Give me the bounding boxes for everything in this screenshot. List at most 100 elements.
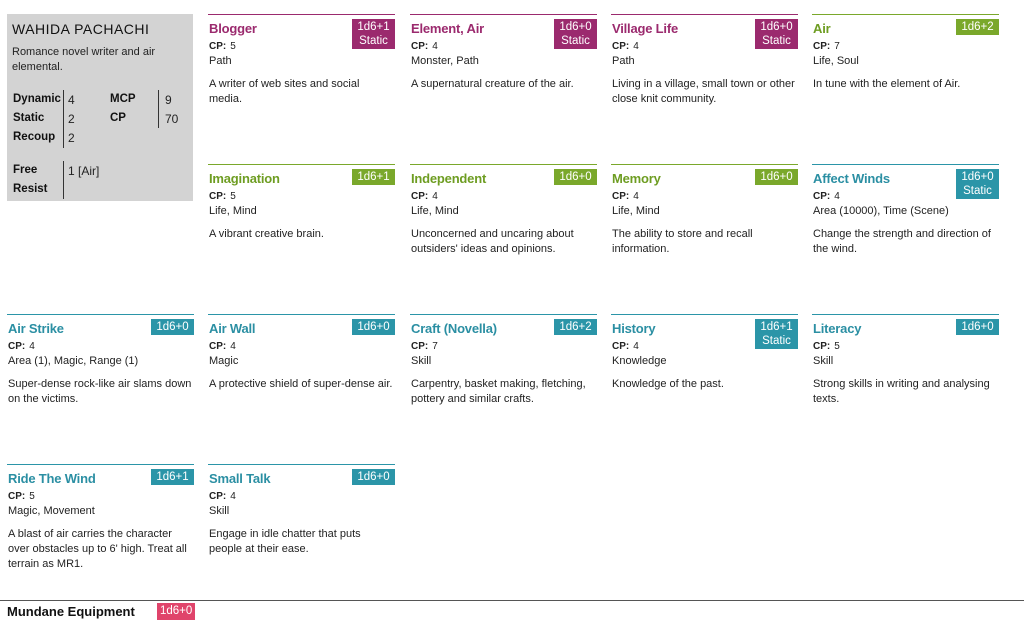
dice-badge: 1d6+0	[151, 319, 194, 335]
cp-line: CP: 5	[209, 191, 236, 202]
cp-label: CP:	[8, 341, 26, 352]
ability-title: History	[612, 321, 656, 336]
dice-value: 1d6+0	[559, 21, 592, 33]
ability-card: Ride The Wind 1d6+1 CP: 5 Magic, Movement A b…	[7, 464, 194, 600]
card-rule	[208, 314, 395, 315]
ability-tags: Path	[612, 55, 635, 67]
ability-card: Affect Winds 1d6+0 Static CP: 4 Area (10000),…	[812, 164, 999, 300]
dice-badge: 1d6+0	[755, 169, 798, 185]
cp-value: 4	[633, 341, 639, 352]
ability-title: Imagination	[209, 171, 280, 186]
dice-value: 1d6+0	[156, 321, 189, 333]
dice-value: 1d6+1	[760, 321, 793, 333]
ability-title: Ride The Wind	[8, 471, 96, 486]
ability-tags: Life, Mind	[209, 205, 257, 217]
ability-description: A protective shield of super-dense air.	[209, 378, 393, 390]
ability-card: Air Wall 1d6+0 CP: 4 Magic A protective shiel…	[208, 314, 395, 450]
ability-tags: Monster, Path	[411, 55, 479, 67]
card-rule	[812, 164, 999, 165]
ability-card: Memory 1d6+0 CP: 4 Life, Mind The ability to …	[611, 164, 798, 300]
cp-label: CP:	[813, 341, 831, 352]
section-divider	[0, 600, 1024, 601]
ability-tags: Path	[209, 55, 232, 67]
ability-tags: Magic	[209, 355, 239, 367]
cp-value: 4	[633, 41, 639, 52]
dice-value: 1d6+1	[156, 471, 189, 483]
cp-label: CP:	[411, 41, 429, 52]
cp-value: 4	[29, 341, 35, 352]
ability-tags: Skill	[813, 355, 834, 367]
dice-badge: 1d6+1 Static	[755, 319, 798, 349]
cp-value: 5	[834, 341, 840, 352]
dice-badge: 1d6+1	[352, 169, 395, 185]
ability-card: Small Talk 1d6+0 CP: 4 Skill Engage in idle c…	[208, 464, 395, 600]
cp-line: CP: 4	[411, 191, 438, 202]
cp-label: CP:	[209, 491, 227, 502]
ability-tags: Magic, Movement	[8, 505, 95, 517]
mcp-label: MCP	[110, 93, 136, 105]
cp-value: 4	[432, 191, 438, 202]
ability-card: Independent 1d6+0 CP: 4 Life, Mind Unconcerne…	[410, 164, 597, 300]
cp-line: CP: 5	[209, 41, 236, 52]
cp-label: CP:	[8, 491, 26, 502]
character-name: WAHIDA PACHACHI	[12, 21, 150, 37]
cp-label: CP:	[411, 341, 429, 352]
card-rule	[208, 464, 395, 465]
ability-card: Air 1d6+2 CP: 7 Life, Soul In tune with the e…	[812, 14, 999, 150]
cp-value: 5	[230, 41, 236, 52]
ability-tags: Knowledge	[612, 355, 667, 367]
cp-line: CP: 4	[8, 341, 35, 352]
ability-card: Imagination 1d6+1 CP: 5 Life, Mind A vibrant …	[208, 164, 395, 300]
card-rule	[410, 164, 597, 165]
dice-value: 1d6+0	[559, 171, 592, 183]
ability-title: Blogger	[209, 21, 257, 36]
ability-description: A supernatural creature of the air.	[411, 78, 574, 90]
stats-divider	[63, 90, 64, 148]
card-rule	[208, 14, 395, 15]
cp-label: CP:	[209, 41, 227, 52]
cp-line: CP: 4	[209, 341, 236, 352]
ability-card: History 1d6+1 Static CP: 4 Knowledge Knowledge…	[611, 314, 798, 450]
dice-value: 1d6+0	[961, 321, 994, 333]
ability-tags: Life, Soul	[813, 55, 859, 67]
ability-title: Element, Air	[411, 21, 484, 36]
dice-badge: 1d6+1	[151, 469, 194, 485]
stats-divider	[63, 161, 64, 199]
card-rule	[611, 164, 798, 165]
ability-description: A vibrant creative brain.	[209, 228, 324, 240]
ability-card: Blogger 1d6+1 Static CP: 5 Path A writer of we…	[208, 14, 395, 150]
dice-value: 1d6+0	[760, 171, 793, 183]
dice-value: 1d6+2	[559, 321, 592, 333]
cp-line: CP: 4	[612, 341, 639, 352]
cp-line: CP: 7	[411, 341, 438, 352]
ability-title: Memory	[612, 171, 661, 186]
cp-value: 4	[633, 191, 639, 202]
card-rule	[611, 14, 798, 15]
ability-title: Affect Winds	[813, 171, 890, 186]
dice-value: 1d6+1	[357, 21, 390, 33]
cp-line: CP: 7	[813, 41, 840, 52]
ability-description: The ability to store and recall informat…	[612, 228, 753, 255]
card-rule	[208, 164, 395, 165]
cp-value: 4	[230, 341, 236, 352]
ability-title: Village Life	[612, 21, 678, 36]
ability-description: Super-dense rock-like air slams down on …	[8, 378, 192, 405]
ability-tags: Skill	[209, 505, 230, 517]
cp-value: 5	[230, 191, 236, 202]
stats-divider	[158, 90, 159, 128]
ability-description: Strong skills in writing and analysing t…	[813, 378, 990, 405]
ability-card: Village Life 1d6+0 Static CP: 4 Path Living in…	[611, 14, 798, 150]
ability-title: Air Strike	[8, 321, 64, 336]
ability-card: Craft (Novella) 1d6+2 CP: 7 Skill Carpentry, …	[410, 314, 597, 450]
ability-description: A blast of air carries the character ove…	[8, 528, 187, 570]
cp-label: CP:	[411, 191, 429, 202]
cp-line: CP: 5	[8, 491, 35, 502]
ability-tags: Life, Mind	[612, 205, 660, 217]
cp-label: CP:	[209, 191, 227, 202]
character-panel: WAHIDA PACHACHI Romance novel writer and…	[7, 14, 193, 201]
cp-value: 7	[432, 341, 438, 352]
recoup-value: 2	[68, 131, 75, 145]
cp-line: CP: 4	[209, 491, 236, 502]
mundane-equipment-label: Mundane Equipment	[7, 604, 135, 619]
ability-card: Air Strike 1d6+0 CP: 4 Area (1), Magic, Rang…	[7, 314, 194, 450]
